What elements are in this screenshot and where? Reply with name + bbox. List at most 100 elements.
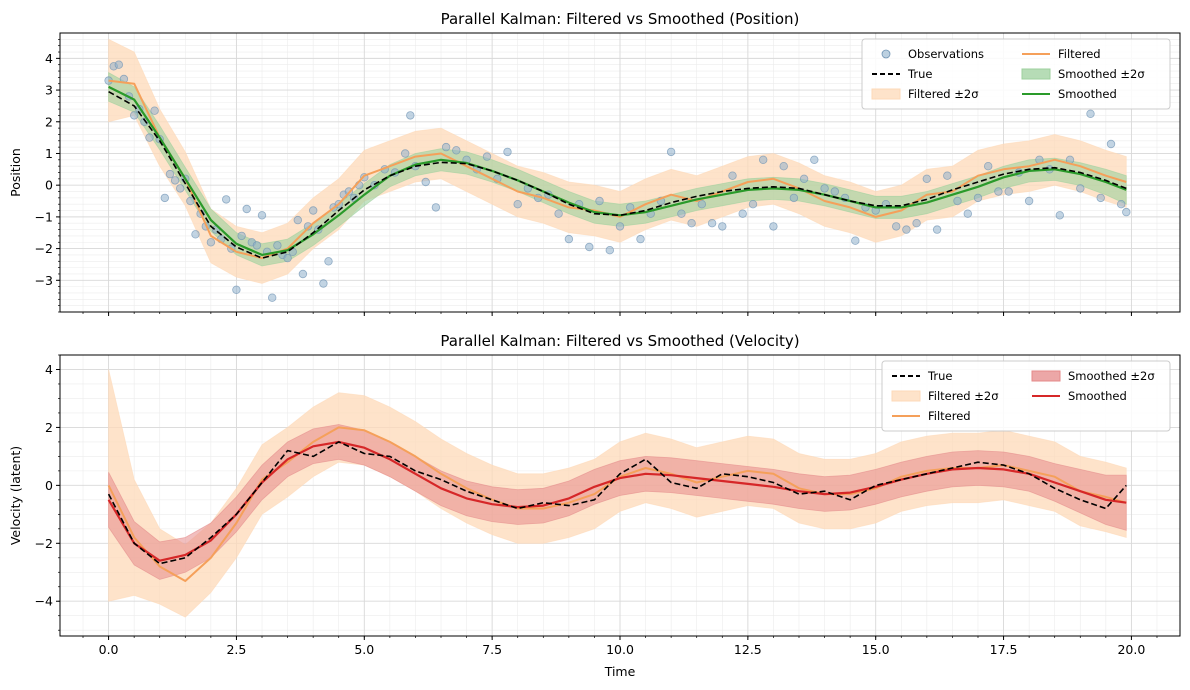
observation-point	[319, 279, 328, 288]
velocity-y-tick-label: 0	[45, 478, 53, 493]
observation-point	[401, 149, 410, 158]
observation-point	[912, 218, 921, 228]
observation-point	[232, 285, 241, 294]
observation-point	[554, 209, 563, 218]
observation-point	[268, 293, 277, 302]
velocity-x-tick-label: 15.0	[862, 642, 890, 657]
position-y-tick-label: −2	[35, 241, 53, 256]
observation-point	[585, 242, 594, 252]
observation-point	[697, 199, 706, 209]
velocity-x-axis-label: Time	[604, 664, 636, 679]
legend-label-smoothed: Smoothed	[1058, 87, 1117, 101]
observation-point	[902, 225, 911, 234]
observation-point	[293, 215, 302, 225]
velocity-legend: True Filtered ±2σ Filtered Smoothed ±2σ Smoo…	[881, 360, 1171, 432]
position-legend-box	[861, 38, 1171, 110]
observation-point	[799, 174, 809, 183]
observation-point	[748, 199, 758, 209]
observation-point	[943, 171, 952, 180]
observation-point	[820, 184, 829, 193]
legend-label-filtered: Filtered ±2σ	[928, 389, 999, 403]
position-y-tick-label: 4	[45, 51, 53, 66]
position-panel: −3 −2 −1 0 1 2 3 4 Parallel Kalman: Filtered vs …	[8, 10, 1181, 316]
observation-point	[150, 106, 159, 115]
velocity-x-tick-label: 0.0	[99, 642, 119, 657]
position-y-tick-label: 3	[45, 83, 53, 98]
observation-point	[759, 155, 768, 164]
observation-point	[145, 133, 154, 142]
observation-point	[303, 222, 313, 231]
velocity-panel: 0.0 2.5 5.0 7.5 10.0 12.5 15.0 17.5 20.0 −4 −2 0 2 4 P…	[8, 332, 1181, 679]
position-y-tick-label: −3	[35, 273, 53, 288]
observation-point	[114, 60, 123, 69]
velocity-band-1	[108, 424, 1127, 580]
observation-point	[309, 206, 318, 215]
observation-point	[1024, 196, 1034, 206]
velocity-x-tick-label: 7.5	[482, 642, 502, 657]
observation-point	[1076, 184, 1085, 193]
observation-point	[298, 269, 308, 279]
observation-point	[615, 222, 625, 231]
observation-point	[994, 187, 1003, 196]
observation-point	[1055, 211, 1064, 220]
legend-label-smoothed: Smoothed	[1068, 389, 1127, 403]
observation-point	[605, 245, 614, 255]
observation-point	[851, 236, 860, 245]
velocity-y-tick-label: −4	[35, 594, 53, 609]
legend-swatch-smoothed	[1021, 68, 1051, 80]
velocity-x-tick-label: 17.5	[990, 642, 1018, 657]
legend-label-true: True	[927, 369, 952, 383]
observation-point	[1004, 187, 1013, 196]
observation-point	[175, 184, 185, 193]
observation-point	[666, 147, 676, 157]
observation-point	[206, 238, 216, 247]
legend-swatch-filtered	[871, 88, 901, 100]
velocity-x-tick-label: 20.0	[1117, 642, 1145, 657]
velocity-x-tick-label: 12.5	[734, 642, 762, 657]
observation-point	[431, 203, 441, 212]
observation-point	[252, 241, 262, 250]
velocity-y-tick-label: −2	[35, 536, 53, 551]
position-y-axis-label: Position	[8, 148, 23, 197]
velocity-line-true	[107, 441, 1127, 565]
position-y-tick-label: 2	[45, 114, 53, 129]
observation-point	[242, 204, 251, 214]
legend-swatch-filtered	[891, 390, 921, 402]
observation-point	[1096, 193, 1105, 203]
observation-point	[718, 222, 727, 231]
legend-marker-observations	[881, 49, 891, 59]
observation-point	[564, 234, 574, 244]
legend-label-true: True	[907, 67, 932, 81]
observation-point	[170, 176, 180, 185]
observation-point	[728, 171, 737, 180]
position-line-smoothed	[108, 85, 1127, 256]
observation-point	[441, 142, 451, 152]
velocity-legend-box	[881, 360, 1171, 432]
observation-point	[779, 161, 788, 171]
observation-point	[789, 193, 799, 203]
observation-point	[830, 187, 839, 196]
observation-point	[257, 211, 267, 220]
observation-point	[406, 111, 415, 120]
velocity-y-tick-label: 4	[45, 362, 53, 377]
observation-point	[1106, 139, 1116, 149]
position-band-0	[108, 38, 1127, 284]
observation-point	[421, 177, 430, 187]
observation-point	[165, 169, 175, 179]
observation-point	[1086, 109, 1095, 118]
observation-point	[892, 222, 901, 231]
legend-label-filtered: Filtered ±2σ	[908, 87, 979, 101]
velocity-x-tick-label: 10.0	[606, 642, 634, 657]
observation-point	[973, 193, 983, 203]
position-y-tick-label: 0	[45, 178, 53, 193]
velocity-y-axis-label: Velocity (latent)	[8, 446, 23, 545]
observation-point	[452, 146, 461, 155]
observation-point	[273, 241, 282, 250]
legend-label-filtered: Filtered	[928, 409, 971, 423]
observation-point	[237, 231, 246, 241]
legend-swatch-smoothed	[1031, 370, 1061, 382]
observation-point	[324, 257, 333, 266]
observation-point	[191, 230, 200, 239]
observation-point	[707, 218, 717, 228]
